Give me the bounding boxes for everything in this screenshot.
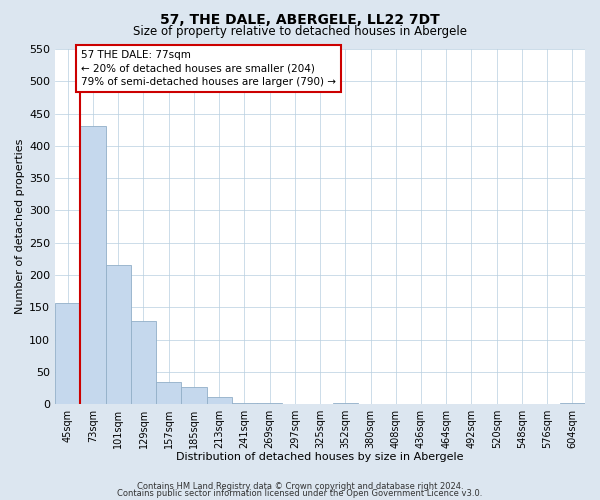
Bar [55, 302, 80, 404]
X-axis label: Distribution of detached houses by size in Abergele: Distribution of detached houses by size … [176, 452, 464, 462]
Text: Contains public sector information licensed under the Open Government Licence v3: Contains public sector information licen… [118, 489, 482, 498]
Bar [232, 403, 257, 404]
Text: 57, THE DALE, ABERGELE, LL22 7DT: 57, THE DALE, ABERGELE, LL22 7DT [160, 12, 440, 26]
Bar [106, 266, 131, 404]
Text: 57 THE DALE: 77sqm
← 20% of detached houses are smaller (204)
79% of semi-detach: 57 THE DALE: 77sqm ← 20% of detached hou… [81, 50, 336, 86]
Bar [156, 382, 181, 404]
Text: Contains HM Land Registry data © Crown copyright and database right 2024.: Contains HM Land Registry data © Crown c… [137, 482, 463, 491]
Bar [206, 397, 232, 404]
Bar [181, 388, 206, 404]
Bar [131, 322, 156, 404]
Y-axis label: Number of detached properties: Number of detached properties [15, 139, 25, 314]
Bar [80, 126, 106, 404]
Text: Size of property relative to detached houses in Abergele: Size of property relative to detached ho… [133, 25, 467, 38]
Bar [560, 403, 585, 404]
